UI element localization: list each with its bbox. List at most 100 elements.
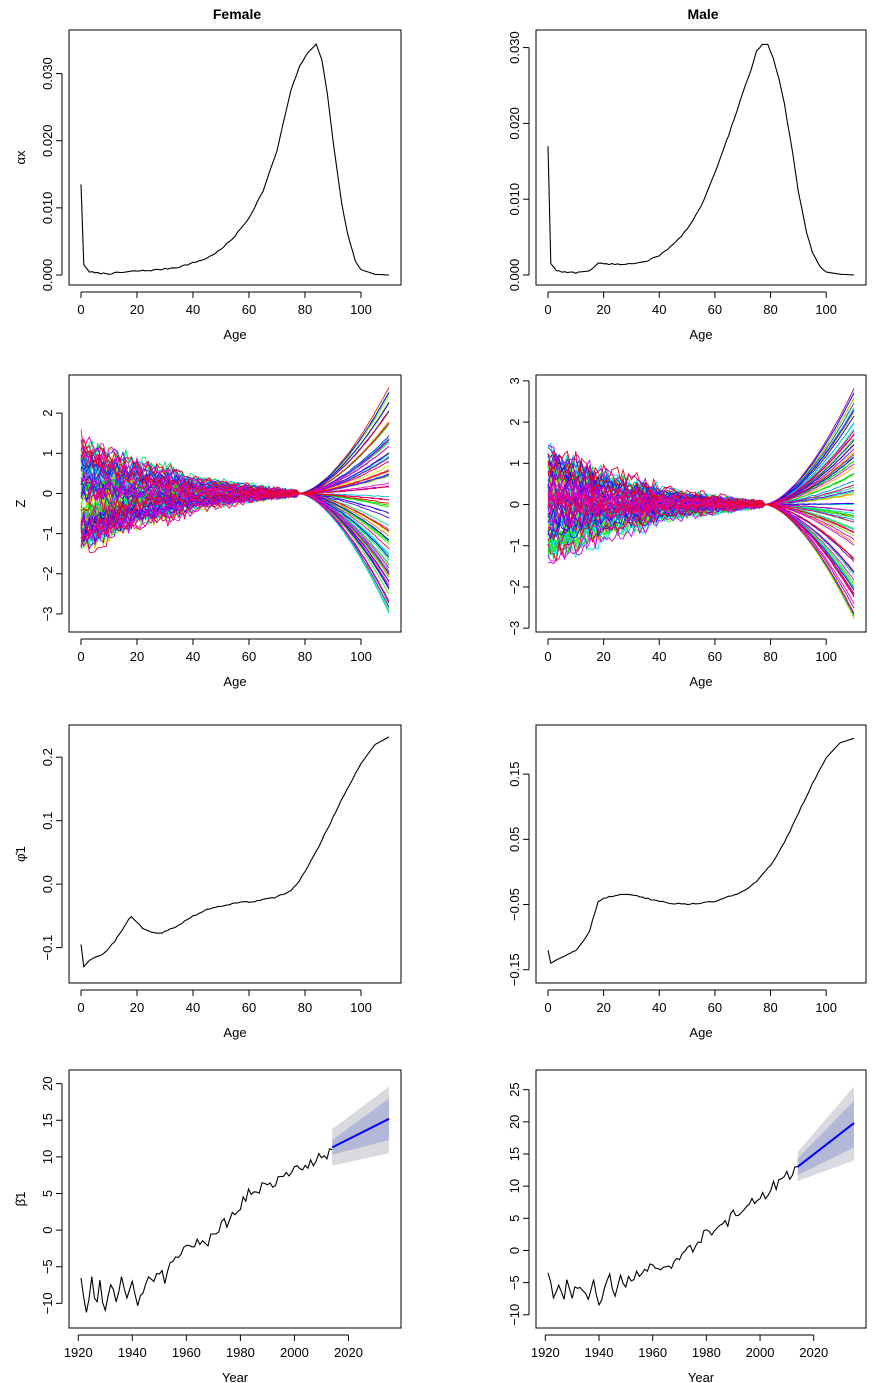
z-curve	[80, 492, 390, 554]
chart-panel-male-alpha: 0 20 40 60 80 100 Age 0.000 0.010 0.020 0.030	[507, 29, 867, 342]
forecast-mean-line	[797, 1122, 855, 1168]
y-tick-label: 2	[507, 418, 522, 425]
x-tick-label: 80	[763, 649, 777, 664]
y-tick-label: 0.000	[507, 259, 522, 292]
y-tick-label: 20	[40, 1076, 55, 1090]
series-line	[547, 1166, 798, 1307]
x-tick-label: 2020	[334, 1345, 363, 1360]
z-curve	[547, 460, 855, 560]
y-tick-label: 0.000	[40, 259, 55, 292]
y-tick-label: −3	[507, 621, 522, 636]
z-curve	[80, 486, 390, 537]
x-tick-label: 100	[815, 1000, 837, 1015]
y-axis-title: β̂1	[13, 1192, 28, 1207]
x-tick-label: 1920	[531, 1345, 560, 1360]
y-tick-label: 0.020	[40, 124, 55, 157]
plot-frame	[68, 1069, 402, 1329]
z-curve	[547, 457, 855, 508]
y-tick-label: 0.020	[507, 107, 522, 140]
y-tick-label: 0.030	[507, 31, 522, 64]
y-axis-title: φ̂1	[13, 846, 28, 862]
plot-area	[547, 1086, 855, 1307]
series-line	[547, 43, 855, 276]
plot-area	[547, 737, 855, 965]
x-axis-title: Age	[689, 1025, 712, 1040]
z-curve	[80, 439, 390, 497]
plot-area	[80, 42, 390, 276]
y-tick-label: 0.010	[507, 183, 522, 216]
y-tick-label: −10	[40, 1292, 55, 1314]
y-tick-label: 5	[40, 1190, 55, 1197]
series-line	[80, 1148, 333, 1313]
y-tick-label: 0.030	[40, 57, 55, 90]
y-tick-label: 0	[40, 490, 55, 497]
y-tick-label: 0.0	[40, 875, 55, 893]
plot-frame	[535, 374, 867, 633]
z-curve	[547, 423, 855, 507]
z-curve	[80, 452, 390, 550]
x-tick-label: 2000	[746, 1345, 775, 1360]
x-tick-label: 80	[298, 1000, 312, 1015]
series-line	[80, 736, 390, 968]
x-axis-title: Age	[223, 327, 246, 342]
x-tick-label: 0	[77, 302, 84, 317]
series-line	[80, 42, 390, 276]
x-tick-label: 60	[242, 302, 256, 317]
x-axis-title: Year	[222, 1370, 249, 1383]
z-curve	[547, 484, 855, 513]
x-axis-title: Age	[689, 674, 712, 689]
z-curve	[547, 502, 855, 614]
y-tick-label: −1	[40, 526, 55, 541]
y-tick-label: −2	[507, 580, 522, 595]
x-tick-label: 2020	[799, 1345, 828, 1360]
x-tick-label: 0	[544, 302, 551, 317]
y-tick-label: −5	[507, 1275, 522, 1290]
x-axis-title: Year	[688, 1370, 715, 1383]
x-tick-label: 100	[815, 649, 837, 664]
chart-panel-female-alpha: 0 20 40 60 80 100 Age 0.000 0.010 0.020 0.030 αx	[13, 29, 402, 342]
z-curve	[547, 501, 855, 565]
plot-area	[80, 1086, 390, 1313]
x-tick-label: 1960	[638, 1345, 667, 1360]
x-tick-label: 2000	[280, 1345, 309, 1360]
y-tick-label: −5	[40, 1259, 55, 1274]
plot-area	[547, 43, 855, 276]
y-tick-label: 0	[507, 501, 522, 508]
x-tick-label: 20	[596, 649, 610, 664]
chart-panel-female-z: 0 20 40 60 80 100 Age −3 −2 −1 0 1 2 Z	[13, 374, 402, 689]
z-curve	[547, 459, 855, 533]
y-tick-label: −0.05	[507, 888, 522, 921]
plot-area	[80, 387, 390, 614]
z-curve	[80, 449, 390, 504]
y-tick-label: 0	[40, 1227, 55, 1234]
y-tick-label: 15	[507, 1147, 522, 1161]
y-tick-label: 2	[40, 410, 55, 417]
x-tick-label: 1920	[64, 1345, 93, 1360]
y-tick-label: 0.15	[507, 761, 522, 786]
y-tick-label: 0.05	[507, 827, 522, 852]
z-curve	[80, 469, 390, 515]
x-tick-label: 40	[652, 649, 666, 664]
plot-area	[547, 388, 855, 619]
x-axis-title: Age	[223, 1025, 246, 1040]
x-tick-label: 80	[763, 1000, 777, 1015]
x-tick-label: 80	[763, 302, 777, 317]
x-tick-label: 1980	[692, 1345, 721, 1360]
z-curve	[547, 501, 855, 581]
y-tick-label: 1	[40, 450, 55, 457]
x-tick-label: 20	[596, 302, 610, 317]
x-tick-label: 80	[298, 649, 312, 664]
z-curve	[80, 445, 390, 498]
y-tick-label: 10	[40, 1150, 55, 1164]
chart-panel-female-beta: 1920 1940 1960 1980 2000 2020 Year −10 −5 0 5 10 15 2…	[13, 1069, 402, 1383]
z-curve	[80, 422, 390, 496]
x-tick-label: 40	[186, 649, 200, 664]
z-curve	[547, 449, 855, 506]
series-line	[547, 737, 855, 965]
y-tick-label: −2	[40, 566, 55, 581]
x-tick-label: 20	[596, 1000, 610, 1015]
z-curve	[547, 434, 855, 520]
x-tick-label: 0	[544, 1000, 551, 1015]
chart-panel-male-beta: 1920 1940 1960 1980 2000 2020 Year −10 −5 0 5 10 15 2…	[507, 1069, 867, 1383]
